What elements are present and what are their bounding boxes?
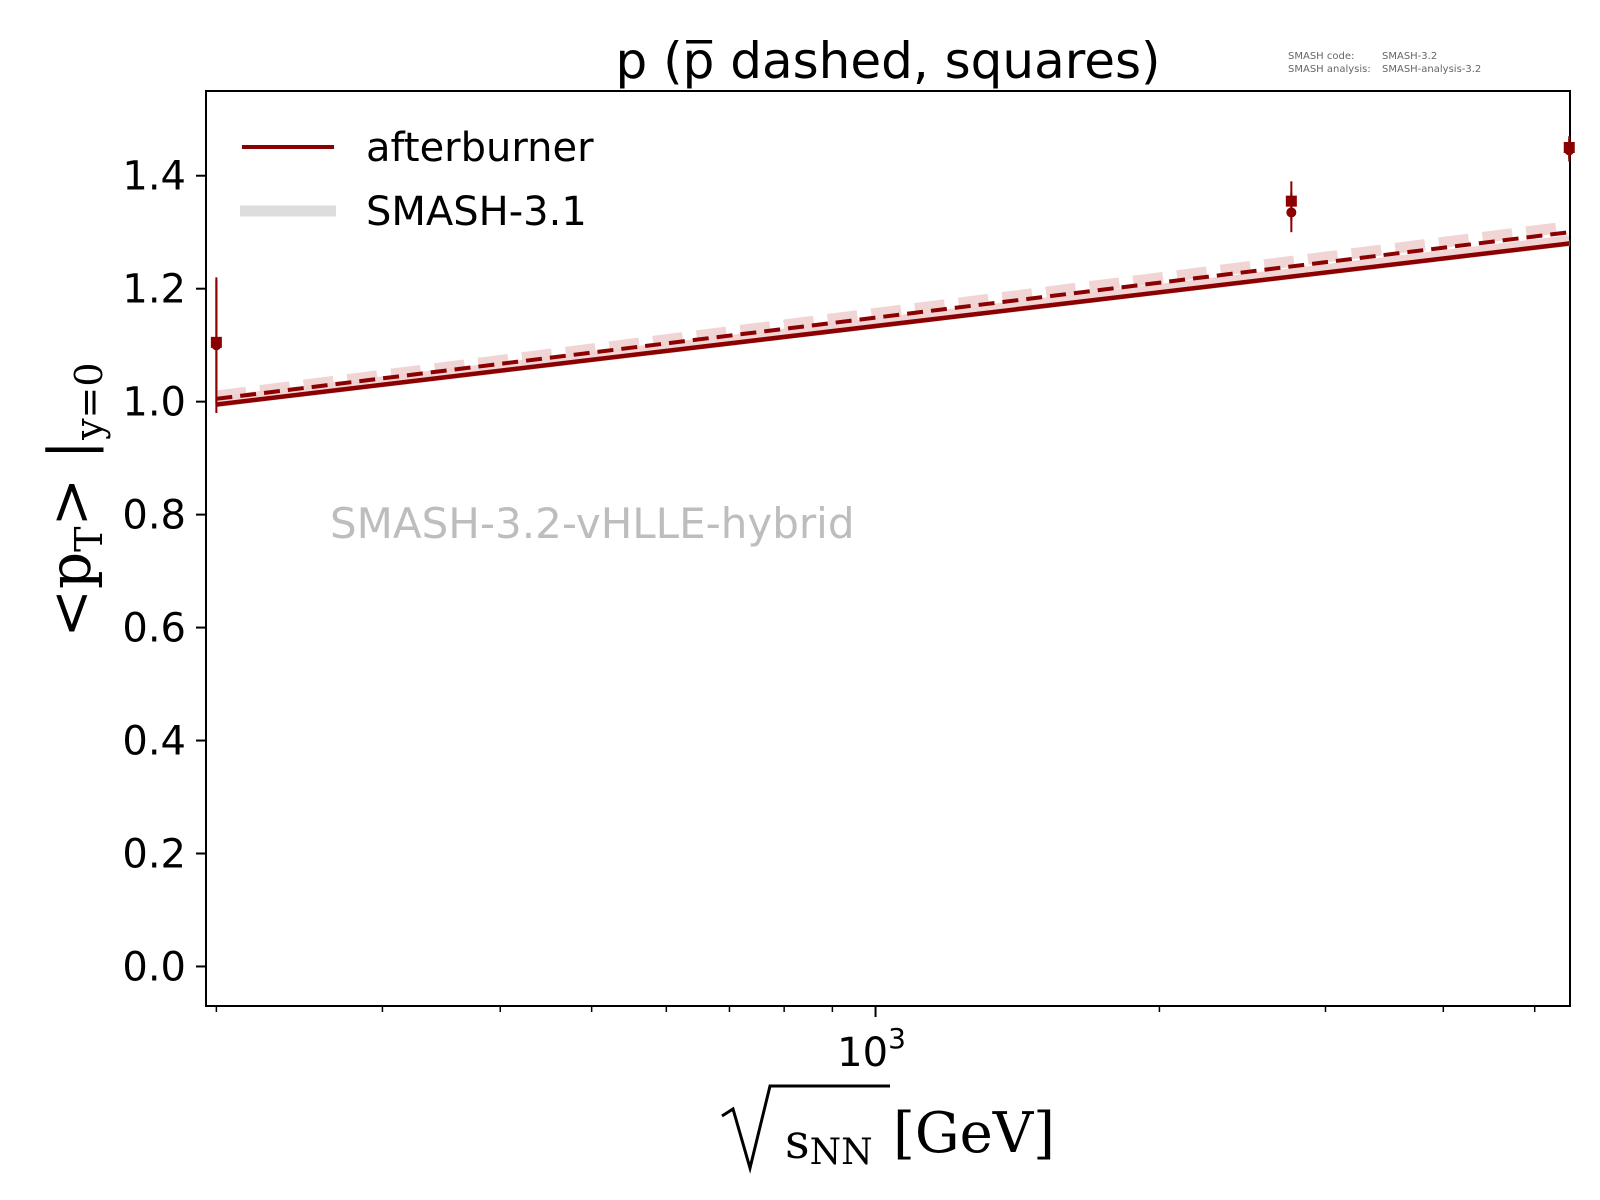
series-line-solid-thick [215,235,1570,408]
y-tick-label: 0.8 [122,493,186,539]
y-tick-label: 0.4 [122,719,186,765]
legend: afterburner SMASH-3.1 [240,125,594,235]
x-label-unit: [GeV] [893,1101,1055,1166]
y-tick-label: 0.6 [122,606,186,652]
y-axis-label: <pT> |y=0 [36,362,111,637]
x-label-radicand-sub: NN [810,1132,873,1173]
legend-label-afterburner: afterburner [366,125,594,171]
data-point-square [1285,195,1297,207]
y-label-sub2: y=0 [67,362,111,440]
x-tick-label: 103 [837,1022,906,1076]
y-label-main: <p [36,552,104,638]
data-point-square [210,336,222,348]
version-analysis-key: SMASH analysis: [1288,64,1371,75]
y-tick-label: 1.2 [122,267,186,313]
y-tick-label: 0.2 [122,832,186,878]
x-axis-label: sNN [GeV] [721,1084,1055,1174]
version-code-key: SMASH code: [1288,51,1354,62]
plot-series [210,136,1575,413]
series-line-solid [216,241,1570,407]
legend-label-smash-3-1: SMASH-3.1 [366,189,587,235]
version-info: SMASH code: SMASH-3.2 SMASH analysis: SM… [1288,51,1481,75]
series-line-dashed-thick [215,221,1570,402]
svg-text:<pT> |y=0: <pT> |y=0 [36,362,111,637]
watermark-text: SMASH-3.2-vHLLE-hybrid [330,499,855,548]
y-tick-label: 1.0 [122,380,186,426]
y-label-suffix: > | [36,440,104,527]
x-axis: 103 [215,1006,1536,1076]
plot-area-frame [205,90,1571,1007]
y-tick-label: 1.4 [122,154,186,200]
y-tick-label: 0.0 [122,944,186,990]
y-axis: 0.0 0.2 0.4 0.6 0.8 1.0 1.2 1.4 [122,154,206,990]
sqrt-symbol [721,1084,890,1174]
version-code-value: SMASH-3.2 [1382,51,1437,62]
x-label-radicand: s [785,1114,810,1170]
chart-title: p (p̅ dashed, squares) [615,32,1160,90]
data-point-square [1563,141,1575,153]
svg-text:sNN: sNN [785,1114,873,1173]
series-line-dashed [216,230,1570,401]
y-label-sub: T [67,526,111,551]
version-analysis-value: SMASH-analysis-3.2 [1382,64,1481,75]
